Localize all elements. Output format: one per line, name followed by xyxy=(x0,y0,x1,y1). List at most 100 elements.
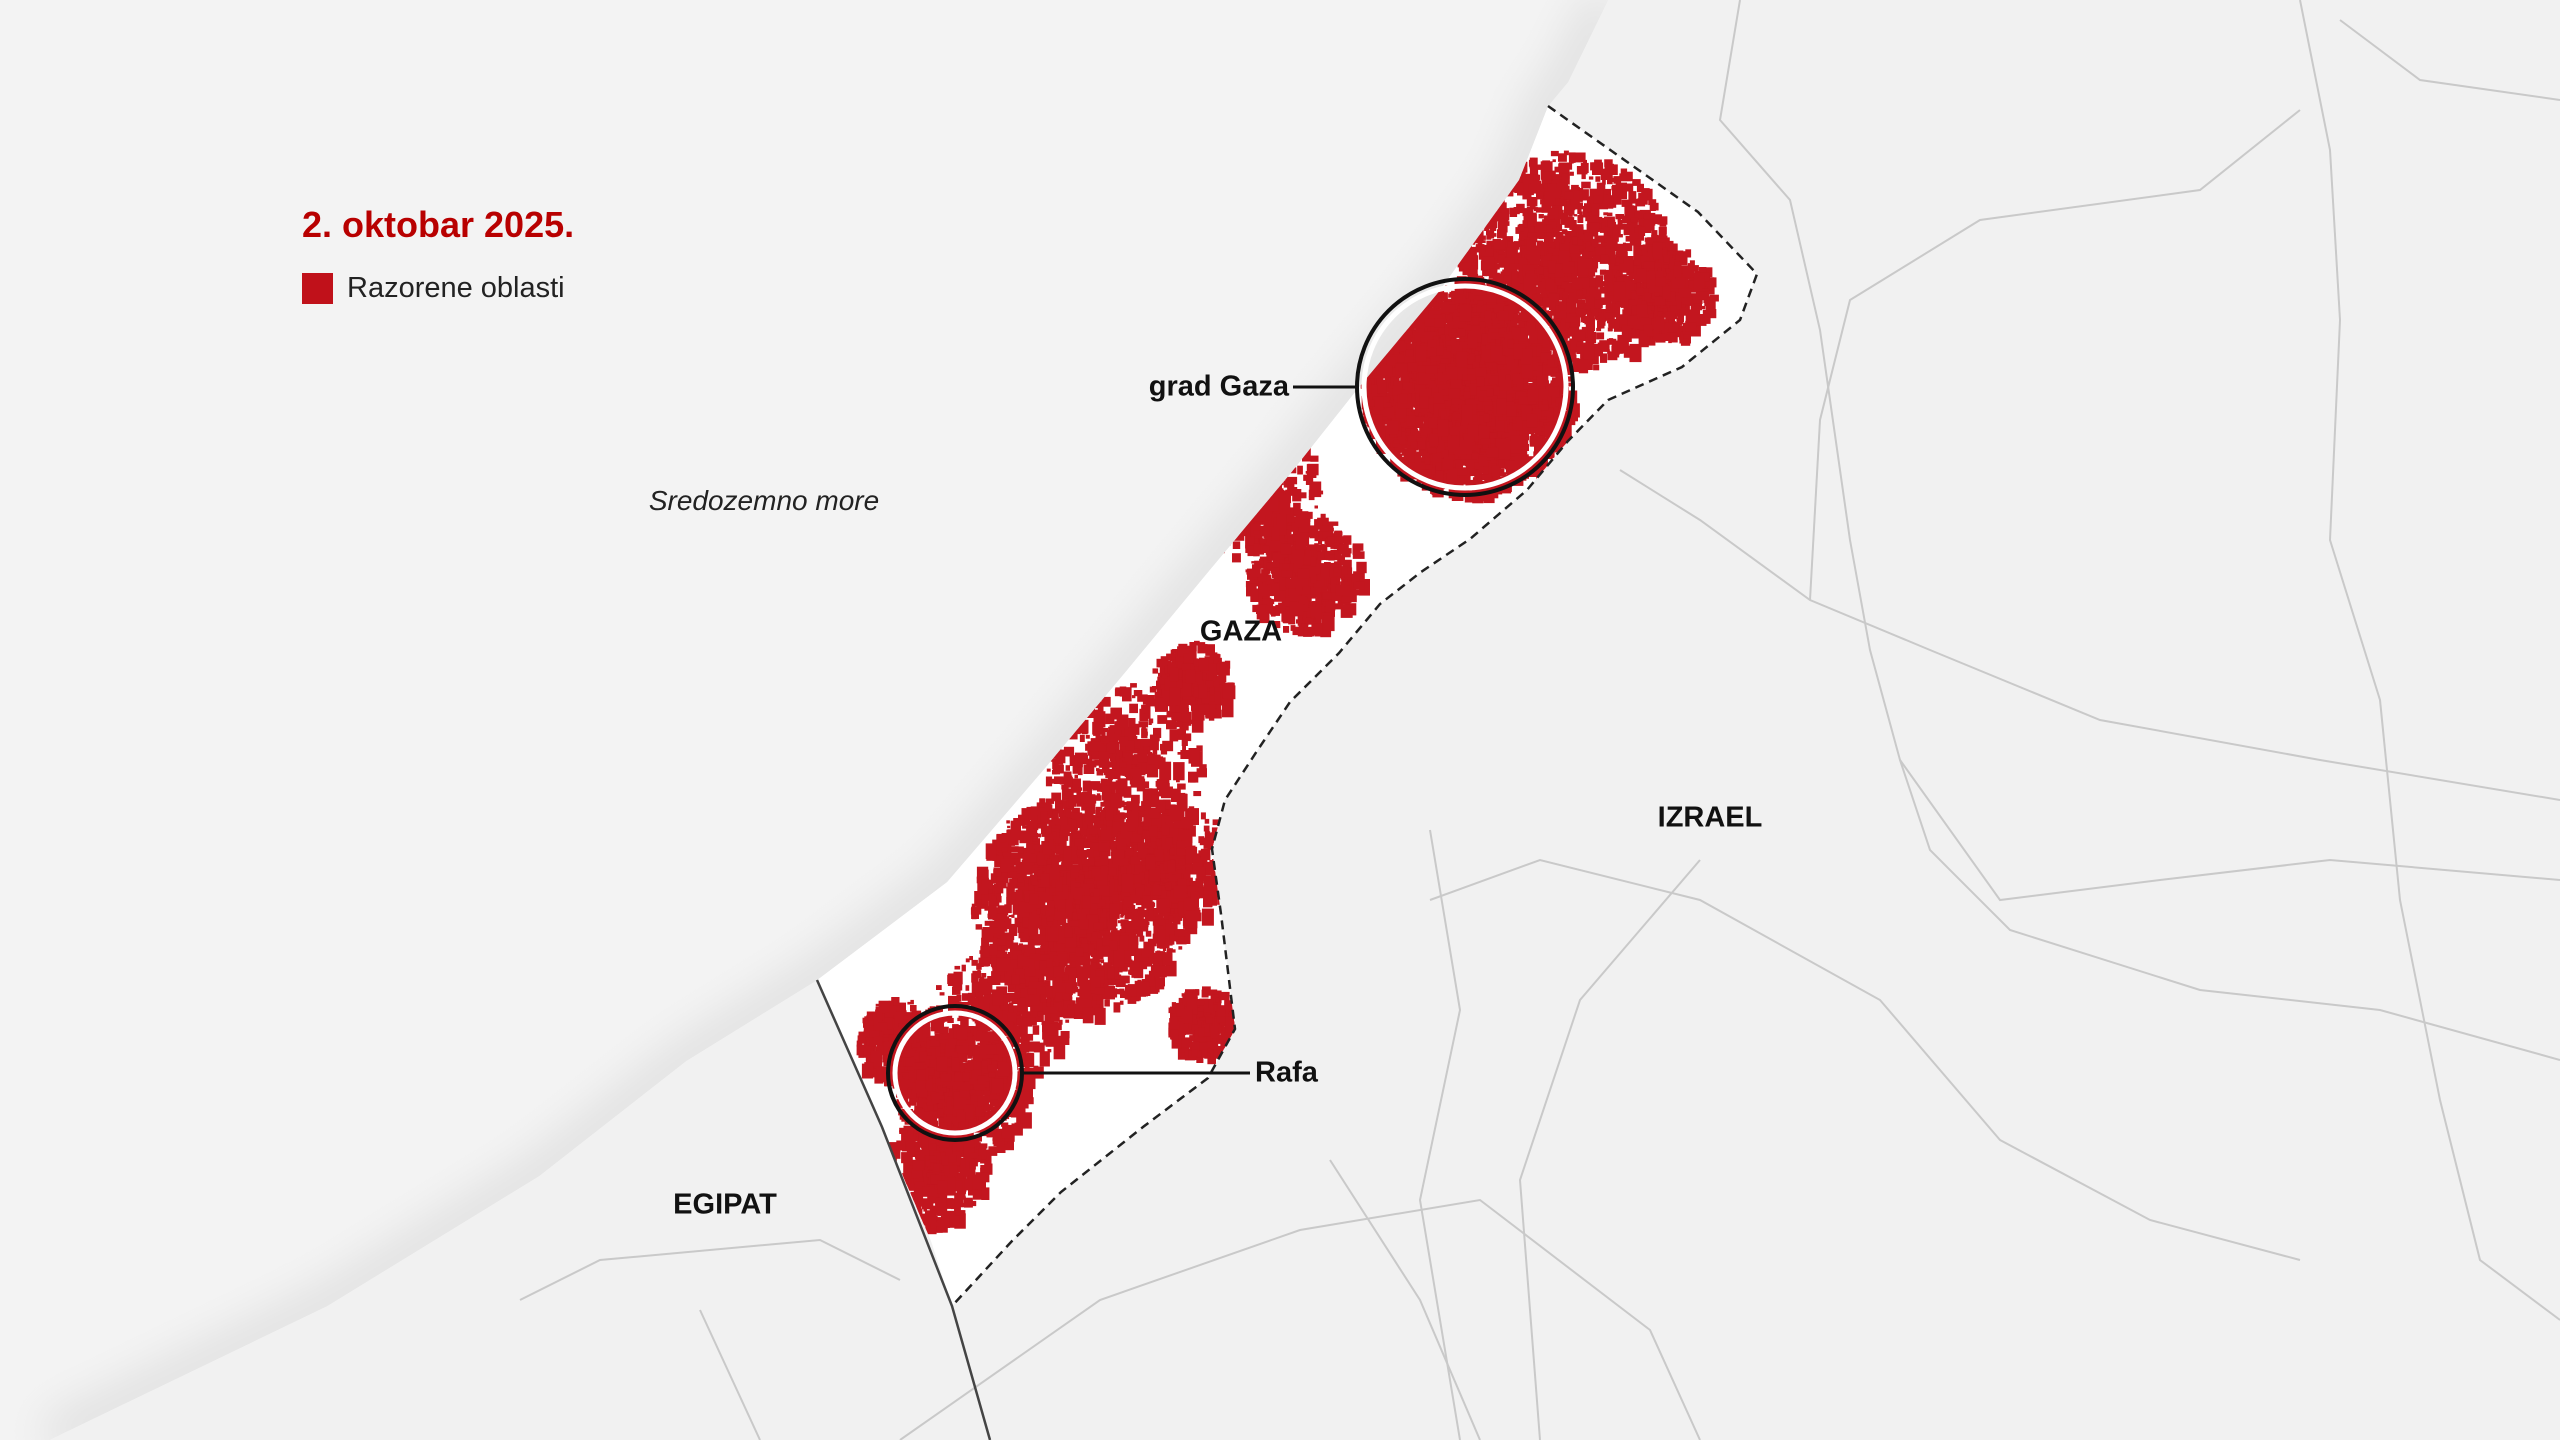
destroyed-area-patch xyxy=(1701,305,1706,310)
destroyed-area-patch xyxy=(1548,402,1560,416)
destroyed-area-patch xyxy=(1558,433,1570,450)
destroyed-area-patch xyxy=(1498,444,1511,460)
destroyed-area-patch xyxy=(1655,316,1661,323)
destroyed-area-patch xyxy=(1461,404,1473,423)
destroyed-area-patch xyxy=(1440,334,1446,340)
destroyed-area-patch xyxy=(1410,441,1418,450)
destroyed-area-patch xyxy=(1482,256,1495,271)
destroyed-area-patch xyxy=(1477,478,1482,482)
destroyed-area-patch xyxy=(1628,275,1633,281)
destroyed-area-patch xyxy=(1416,437,1423,442)
destroyed-area-patch xyxy=(1627,315,1637,326)
destroyed-area-patch xyxy=(1440,349,1451,364)
destroyed-area-patch xyxy=(1457,373,1463,380)
destroyed-area-patch xyxy=(1516,367,1521,373)
destroyed-area-patch xyxy=(1648,199,1657,206)
destroyed-area-patch xyxy=(1696,291,1708,300)
destroyed-area-patch xyxy=(1477,300,1484,306)
destroyed-area-patch xyxy=(1371,414,1383,431)
destroyed-area-patch xyxy=(1529,163,1537,169)
road xyxy=(2339,19,2560,101)
destroyed-area-patch xyxy=(1424,414,1428,418)
destroyed-area-patch xyxy=(1673,265,1682,278)
road xyxy=(1809,109,2301,601)
destroyed-area-patch xyxy=(1480,327,1485,334)
destroyed-area-patch xyxy=(1454,425,1463,433)
destroyed-area-patch xyxy=(1681,304,1686,308)
destroyed-area-patch xyxy=(1526,256,1530,260)
destroyed-area-patch xyxy=(1463,268,1469,274)
destroyed-area-patch xyxy=(1483,466,1489,475)
destroyed-area-patch xyxy=(1430,375,1436,381)
destroyed-area-patch xyxy=(1498,250,1503,255)
destroyed-area-patch xyxy=(1538,400,1549,411)
destroyed-area-patch xyxy=(1568,217,1575,226)
destroyed-area-patch xyxy=(1535,207,1544,213)
destroyed-area-patch xyxy=(1532,379,1539,384)
destroyed-area-patch xyxy=(1440,410,1447,420)
destroyed-area-patch xyxy=(1473,479,1480,490)
destroyed-area-patch xyxy=(1495,438,1507,446)
destroyed-area-patch xyxy=(1411,380,1418,386)
destroyed-area-patch xyxy=(1607,237,1613,246)
destroyed-area-patch xyxy=(1432,452,1442,466)
destroyed-area-patch xyxy=(1387,447,1395,453)
destroyed-area-patch xyxy=(1477,444,1482,449)
destroyed-area-patch xyxy=(1467,424,1479,436)
destroyed-area-patch xyxy=(1505,374,1511,380)
destroyed-area-patch xyxy=(1405,349,1414,357)
destroyed-area-patch xyxy=(1458,405,1462,409)
destroyed-area-patch xyxy=(1597,342,1603,346)
destroyed-area-patch xyxy=(1472,431,1479,442)
destroyed-area-patch xyxy=(1395,363,1408,378)
destroyed-area-patch xyxy=(1388,449,1398,456)
destroyed-area-patch xyxy=(1643,324,1653,334)
destroyed-area-patch xyxy=(1435,470,1444,482)
destroyed-area-patch xyxy=(1512,373,1524,391)
destroyed-area-patch xyxy=(1477,422,1490,441)
destroyed-area-patch xyxy=(1475,346,1481,351)
destroyed-area-patch xyxy=(1499,468,1505,477)
destroyed-area-patch xyxy=(1578,202,1583,210)
destroyed-area-patch xyxy=(1503,275,1509,283)
destroyed-area-patch xyxy=(1450,377,1462,389)
destroyed-area-patch xyxy=(1542,333,1551,345)
destroyed-area-patch xyxy=(1386,356,1396,366)
destroyed-area-patch xyxy=(1429,329,1435,333)
destroyed-area-patch xyxy=(1547,208,1555,216)
destroyed-area-patch xyxy=(1606,191,1610,195)
destroyed-area-patch xyxy=(1402,390,1409,396)
destroyed-area-patch xyxy=(1540,199,1544,205)
destroyed-area-patch xyxy=(1496,398,1507,415)
destroyed-area-patch xyxy=(1577,359,1588,371)
destroyed-area-patch xyxy=(1652,242,1663,257)
destroyed-area-patch xyxy=(1542,446,1553,458)
destroyed-area-patch xyxy=(1505,320,1514,332)
destroyed-area-patch xyxy=(1645,256,1650,261)
destroyed-area-patch xyxy=(1568,261,1575,267)
destroyed-area-patch xyxy=(1623,256,1634,273)
destroyed-area-patch xyxy=(1430,307,1435,312)
destroyed-area-patch xyxy=(1462,462,1466,466)
destroyed-area-patch xyxy=(1563,150,1569,156)
destroyed-area-patch xyxy=(1446,467,1458,485)
destroyed-area-patch xyxy=(1407,362,1418,372)
destroyed-area-patch xyxy=(1557,387,1565,394)
destroyed-area-patch xyxy=(1475,398,1480,405)
destroyed-area-patch xyxy=(1456,351,1468,368)
destroyed-area-patch xyxy=(1457,467,1468,476)
destroyed-area-patch xyxy=(1471,453,1481,464)
destroyed-area-patch xyxy=(1467,359,1473,365)
destroyed-area-patch xyxy=(1424,424,1432,433)
destroyed-area-patch xyxy=(1465,383,1477,396)
destroyed-area-patch xyxy=(1487,447,1499,458)
destroyed-area-patch xyxy=(1530,435,1543,447)
destroyed-area-patch xyxy=(1570,231,1577,237)
destroyed-area-patch xyxy=(1556,183,1565,189)
destroyed-area-patch xyxy=(1443,395,1452,401)
destroyed-area-patch xyxy=(1513,384,1517,387)
destroyed-area-patch xyxy=(1666,322,1673,328)
destroyed-area-patch xyxy=(1539,421,1544,427)
destroyed-area-patch xyxy=(1415,345,1427,362)
destroyed-area-patch xyxy=(1536,375,1549,387)
